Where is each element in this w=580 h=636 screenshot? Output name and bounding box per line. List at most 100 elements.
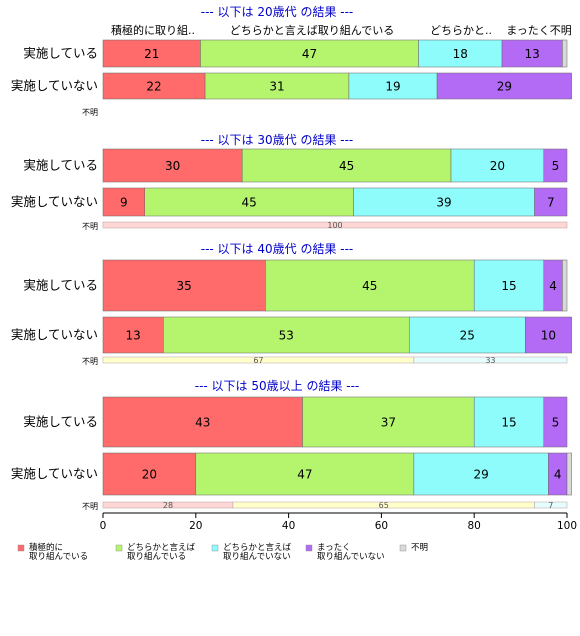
bar-segment bbox=[204, 72, 350, 100]
data-label: 45 bbox=[339, 159, 354, 173]
data-label: 19 bbox=[385, 80, 400, 94]
row-label: 実施している bbox=[23, 414, 98, 429]
bar-segment bbox=[102, 316, 164, 354]
data-label: 25 bbox=[460, 329, 475, 343]
legend-swatch bbox=[211, 544, 219, 552]
bar-segment bbox=[200, 39, 419, 68]
data-label: 43 bbox=[195, 416, 210, 430]
data-label: 10 bbox=[541, 329, 556, 343]
bar-segment bbox=[102, 452, 197, 496]
legend-label: 取り組んでいない bbox=[223, 551, 291, 562]
row-label: 実施していない bbox=[11, 327, 98, 342]
bar-segment bbox=[501, 39, 563, 68]
data-label: 29 bbox=[497, 80, 512, 94]
bar-segment bbox=[102, 259, 266, 312]
x-tick-label: 40 bbox=[282, 520, 295, 532]
bar-segment bbox=[102, 39, 201, 68]
unknown-segment bbox=[534, 501, 568, 509]
x-tick-label: 20 bbox=[189, 520, 202, 532]
bar-segment bbox=[102, 396, 303, 448]
data-label: 30 bbox=[165, 159, 180, 173]
data-label: 4 bbox=[549, 279, 557, 293]
unknown-data-label: 28 bbox=[163, 501, 173, 510]
bar-segment bbox=[562, 39, 568, 68]
unknown-row-label: 不明 bbox=[82, 222, 98, 231]
bar-segment bbox=[543, 148, 568, 183]
data-label: 45 bbox=[362, 279, 377, 293]
row-label: 実施していない bbox=[11, 466, 98, 481]
row-label: 実施していない bbox=[11, 78, 98, 93]
data-label: 13 bbox=[525, 47, 540, 61]
data-label: 47 bbox=[297, 468, 312, 482]
legend-label: どちらかと言えば bbox=[223, 542, 292, 553]
group-title: --- 以下は 50歳以上 の結果 --- bbox=[195, 379, 360, 393]
data-label: 53 bbox=[279, 329, 294, 343]
data-label: 13 bbox=[126, 329, 141, 343]
bar-segment bbox=[408, 316, 526, 354]
legend-label: 取り組んでいる bbox=[29, 551, 88, 562]
data-label: 20 bbox=[490, 159, 505, 173]
legend-label: 不明 bbox=[411, 543, 428, 553]
data-label: 20 bbox=[142, 468, 157, 482]
x-tick-label: 60 bbox=[375, 520, 388, 532]
data-label: 22 bbox=[146, 80, 161, 94]
data-label: 9 bbox=[120, 196, 128, 210]
bar-segment bbox=[524, 316, 572, 354]
row-label: 実施していない bbox=[11, 194, 98, 209]
group-title: --- 以下は 20歳代 の結果 --- bbox=[201, 5, 354, 19]
data-label: 5 bbox=[552, 159, 560, 173]
unknown-row-label: 不明 bbox=[82, 108, 98, 117]
data-label: 21 bbox=[144, 47, 159, 61]
bar-segment bbox=[195, 452, 415, 496]
data-label: 45 bbox=[242, 196, 257, 210]
bar-segment bbox=[241, 148, 452, 183]
row-label: 実施している bbox=[23, 158, 98, 173]
bar-segment bbox=[473, 259, 545, 312]
category-label: どちらかと言えば取り組んでいる bbox=[230, 24, 394, 37]
bar-segment bbox=[102, 187, 146, 217]
group-title: --- 以下は 30歳代 の結果 --- bbox=[201, 133, 354, 147]
bar-segment bbox=[543, 396, 568, 448]
data-label: 15 bbox=[501, 416, 516, 430]
bar-segment bbox=[302, 396, 475, 448]
data-label: 37 bbox=[381, 416, 396, 430]
x-tick-label: 100 bbox=[557, 520, 577, 532]
unknown-data-label: 33 bbox=[485, 356, 495, 365]
data-label: 5 bbox=[552, 416, 560, 430]
bar-segment bbox=[265, 259, 475, 312]
data-label: 18 bbox=[453, 47, 468, 61]
data-label: 39 bbox=[436, 196, 451, 210]
unknown-data-label: 100 bbox=[327, 221, 342, 230]
data-label: 4 bbox=[554, 468, 562, 482]
bar-segment bbox=[144, 187, 354, 217]
unknown-row-label: 不明 bbox=[82, 502, 98, 511]
group-title: --- 以下は 40歳代 の結果 --- bbox=[201, 242, 354, 256]
bar-segment bbox=[473, 396, 545, 448]
bar-segment bbox=[413, 452, 549, 496]
bar-segment bbox=[436, 72, 572, 100]
row-label: 実施している bbox=[23, 46, 98, 61]
bar-segment bbox=[102, 72, 206, 100]
legend-swatch bbox=[115, 544, 123, 552]
category-label: 積極的に取り組.. bbox=[111, 23, 195, 37]
bar-segment bbox=[348, 72, 438, 100]
data-label: 47 bbox=[302, 47, 317, 61]
bar-segment bbox=[566, 452, 572, 496]
x-tick-label: 80 bbox=[468, 520, 481, 532]
legend-label: 取り組んでいる bbox=[127, 551, 186, 562]
data-label: 31 bbox=[269, 80, 284, 94]
bar-segment bbox=[534, 187, 568, 217]
unknown-row-label: 不明 bbox=[82, 357, 98, 366]
legend-label: 積極的に bbox=[29, 542, 63, 553]
legend-label: 取り組んでいない bbox=[317, 551, 385, 562]
unknown-data-label: 65 bbox=[379, 501, 389, 510]
category-label: まったく不明 bbox=[506, 24, 572, 37]
category-label: どちらかと.. bbox=[430, 24, 492, 37]
row-label: 実施している bbox=[23, 278, 98, 293]
legend-swatch bbox=[305, 544, 313, 552]
legend-swatch bbox=[17, 544, 25, 552]
bar-segment bbox=[163, 316, 410, 354]
bar-segment bbox=[353, 187, 535, 217]
unknown-segment bbox=[102, 221, 568, 229]
